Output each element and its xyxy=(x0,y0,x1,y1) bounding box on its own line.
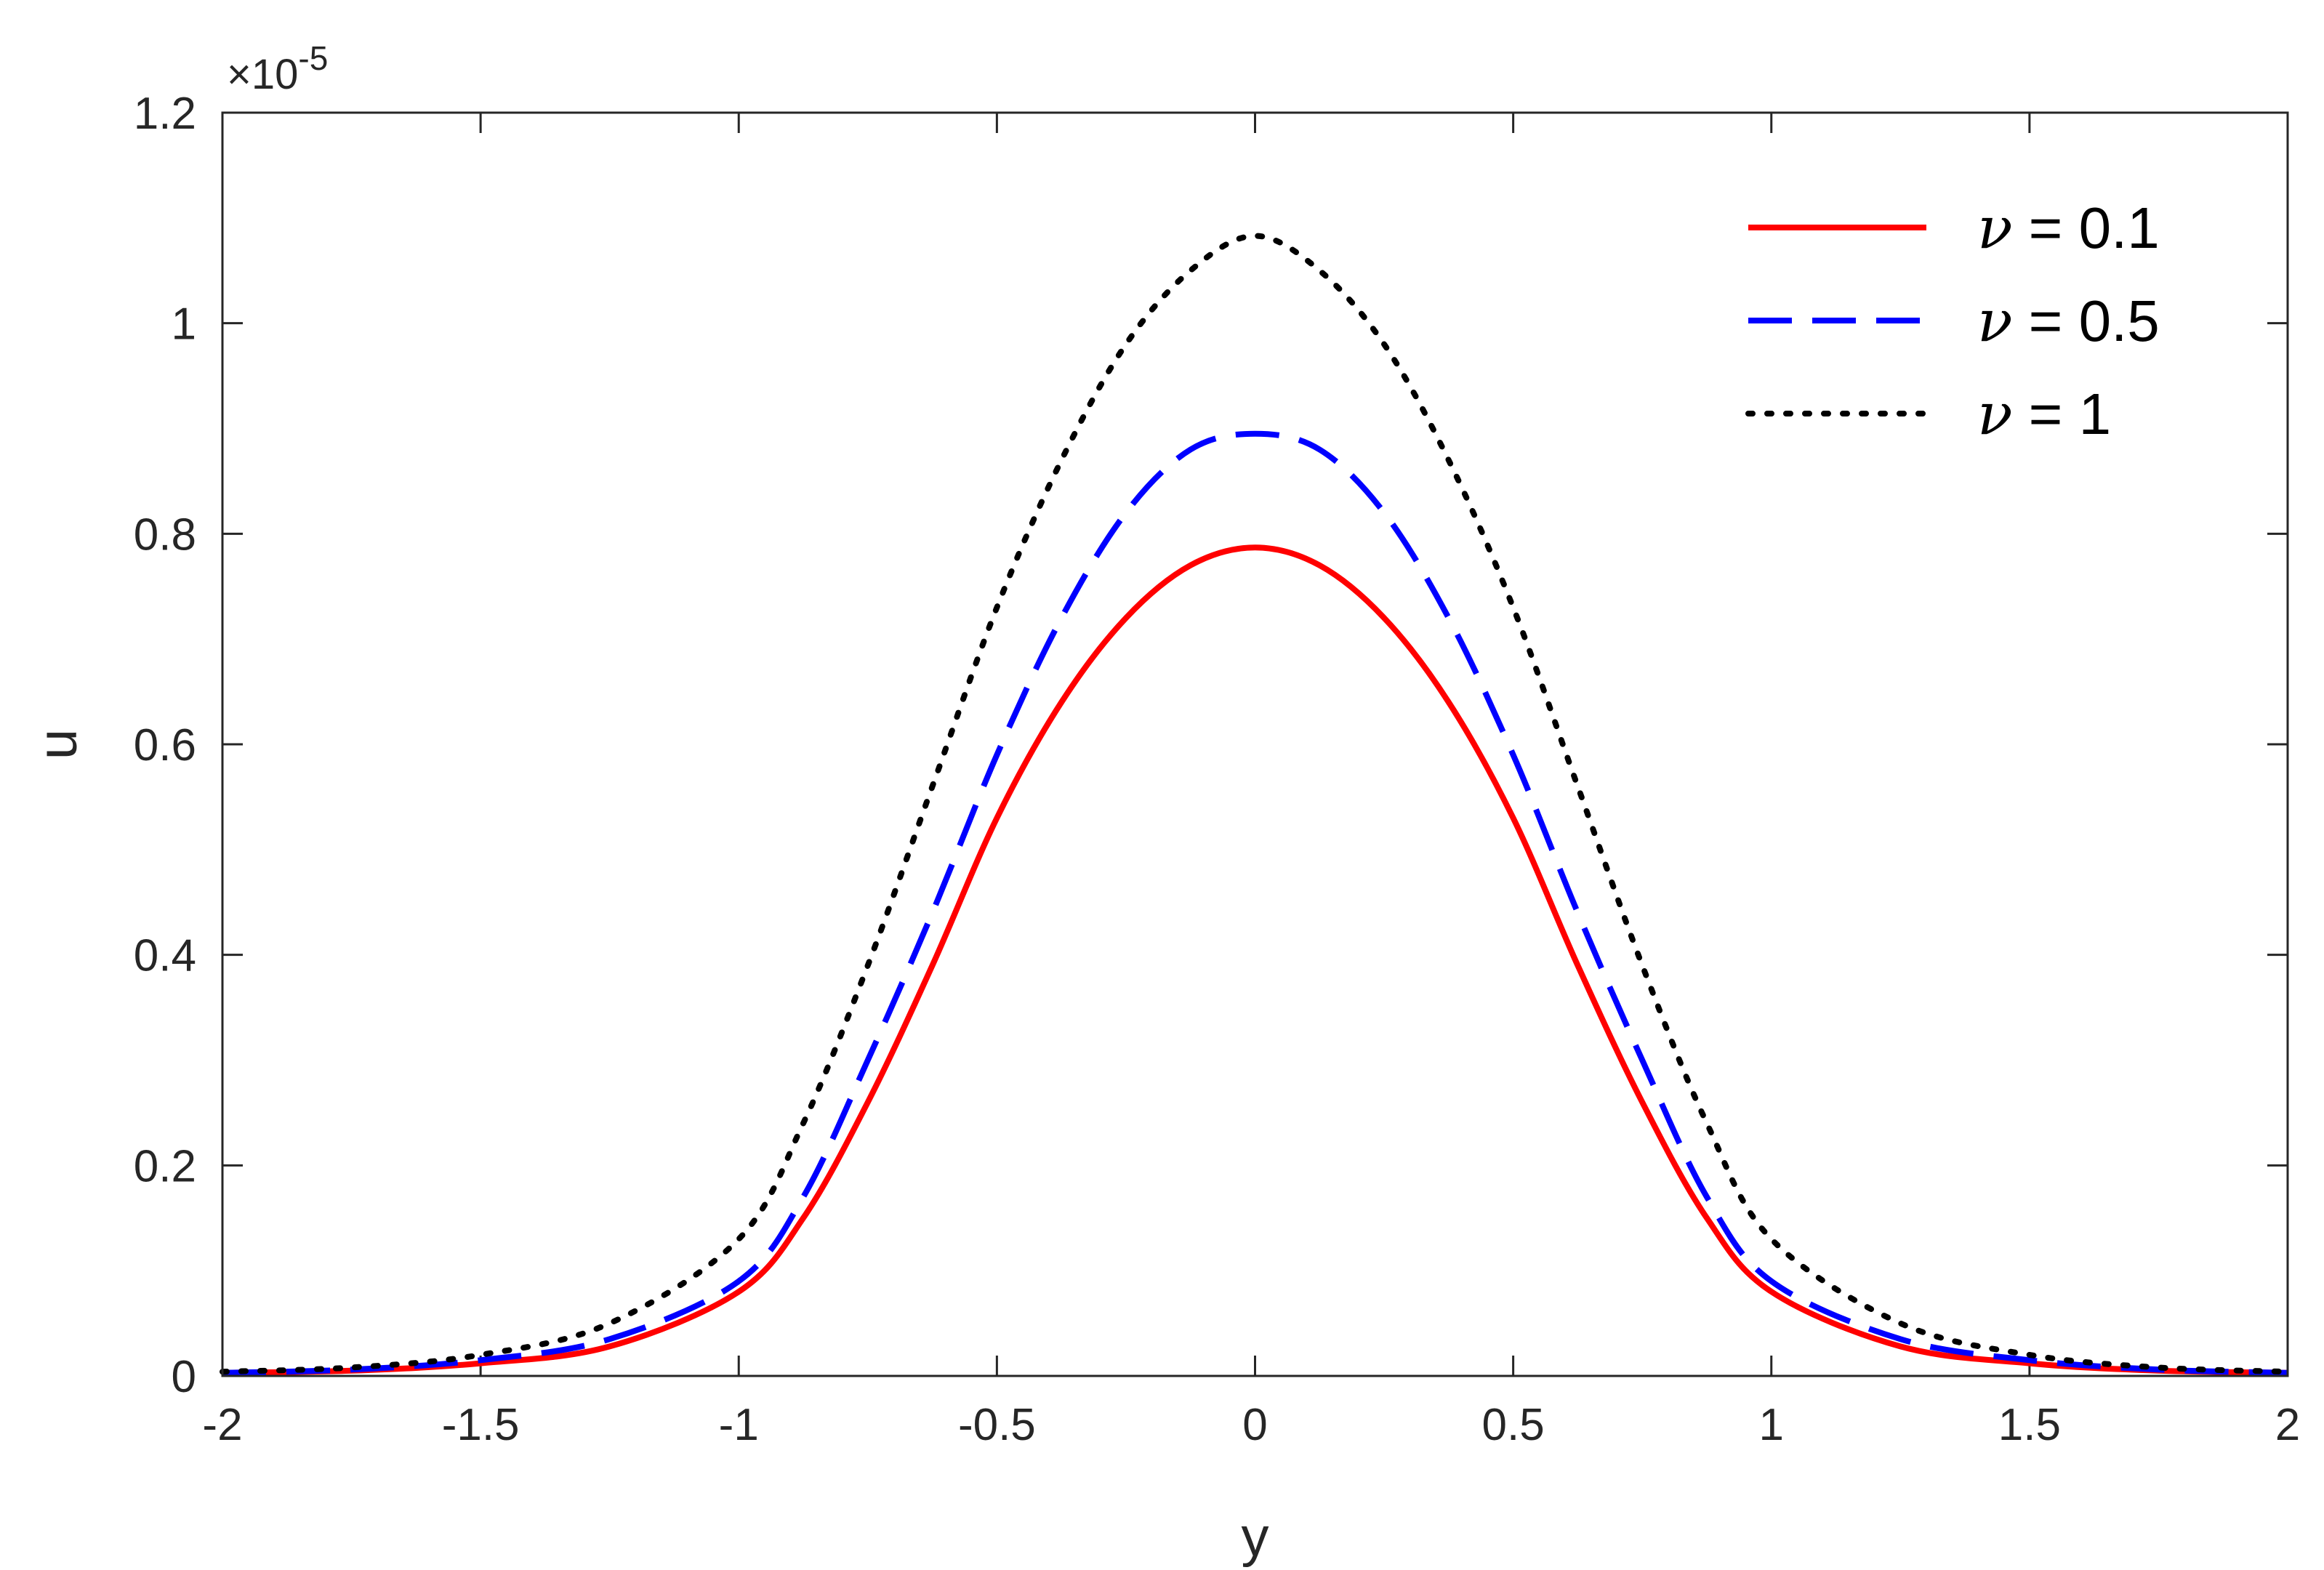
series-line-1 xyxy=(222,544,2288,1376)
x-tick-label: -1.5 xyxy=(442,1400,520,1450)
y-tick-label: 0 xyxy=(172,1352,196,1402)
y-scale-multiplier: ×10-5 xyxy=(227,39,328,98)
y-axis-label: u xyxy=(27,729,89,760)
series-line-2 xyxy=(222,430,2288,1376)
y-tick-label: 1.2 xyxy=(134,89,196,139)
x-tick-label: 1.5 xyxy=(1998,1400,2061,1450)
legend: ν = 0.1ν = 0.5ν = 1 xyxy=(1745,194,2160,448)
legend-label-1: ν = 0.1 xyxy=(1977,194,2160,262)
y-tick-label: 0.4 xyxy=(134,931,196,981)
axes-box xyxy=(221,111,2289,1377)
legend-symbol: ν xyxy=(1977,380,2013,448)
x-tick-label: -0.5 xyxy=(958,1400,1036,1450)
x-tick-label: -2 xyxy=(202,1400,242,1450)
legend-value: = 0.1 xyxy=(2029,196,2160,260)
legend-symbol: ν xyxy=(1977,194,2013,262)
x-tick-label: 0.5 xyxy=(1482,1400,1545,1450)
legend-label-3: ν = 1 xyxy=(1977,380,2111,448)
legend-symbol: ν xyxy=(1977,287,2013,355)
legend-value: = 0.5 xyxy=(2029,289,2160,353)
y-axis-ticks: 0 0.2 0.4 0.6 0.8 1 1.2 xyxy=(134,89,2288,1402)
y-tick-label: 0.2 xyxy=(134,1141,196,1191)
x-axis-ticks: -2 -1.5 -1 -0.5 0 0.5 1 1.5 2 xyxy=(202,113,2300,1450)
y-tick-label: 1 xyxy=(172,299,196,350)
legend-label-2: ν = 0.5 xyxy=(1977,287,2160,355)
y-tick-label: 0.8 xyxy=(134,510,196,560)
x-axis-label: y xyxy=(1242,1506,1269,1568)
y-scale-exponent: -5 xyxy=(298,39,328,77)
y-scale-base: ×10 xyxy=(227,51,298,98)
x-tick-label: 0 xyxy=(1242,1400,1267,1450)
y-tick-label: 0.6 xyxy=(134,720,196,770)
x-tick-label: -1 xyxy=(719,1400,759,1450)
series-line-3 xyxy=(220,233,2291,1375)
x-tick-label: 1 xyxy=(1759,1400,1784,1450)
x-tick-label: 2 xyxy=(2275,1400,2300,1450)
legend-value: = 1 xyxy=(2029,382,2111,446)
series-group xyxy=(220,233,2291,1376)
